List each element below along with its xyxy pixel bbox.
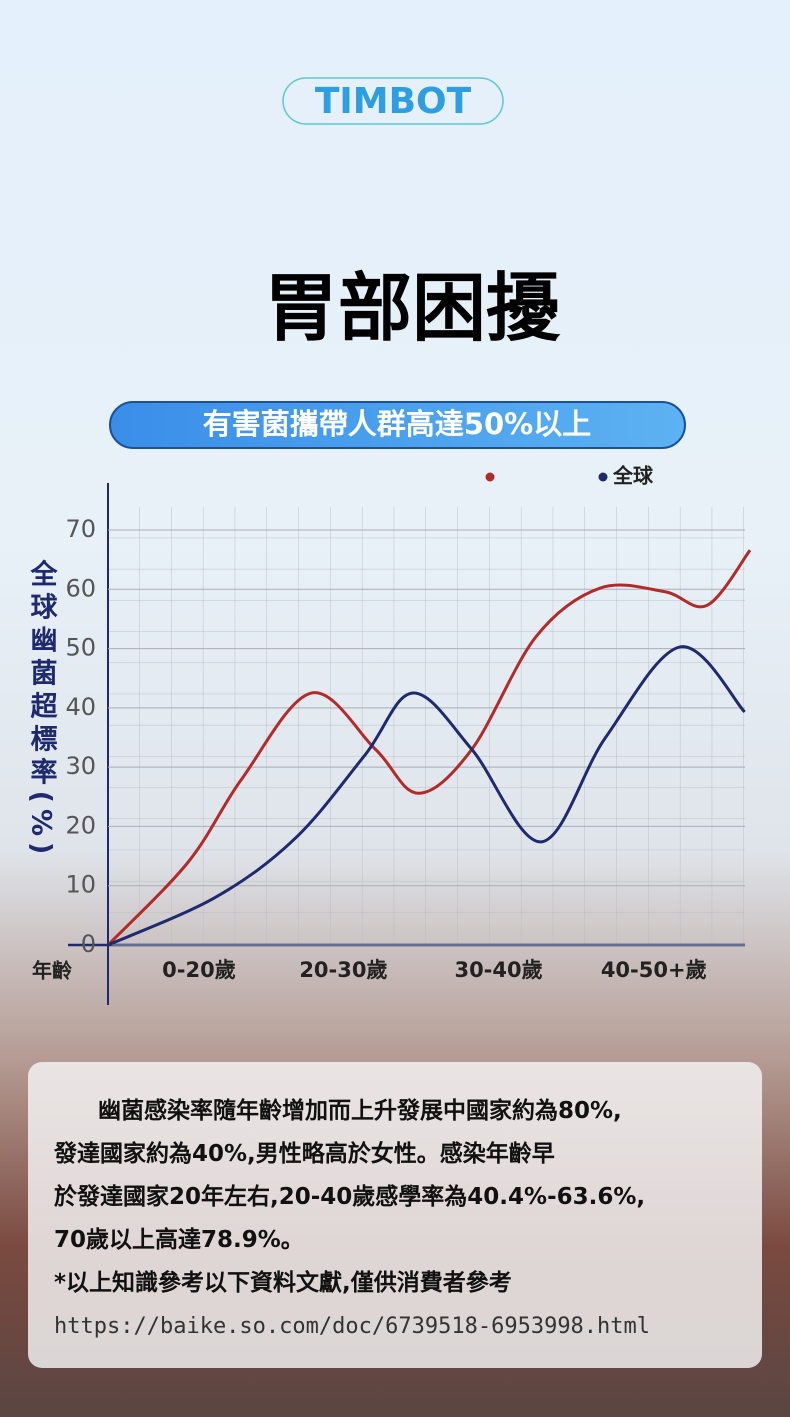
legend-label: 全球 <box>612 464 654 488</box>
x-tick-label: 30-40歲 <box>454 958 542 982</box>
y-tick-label: 40 <box>65 693 96 721</box>
note-url: https://baike.so.com/doc/6739518-6953998… <box>54 1314 651 1339</box>
banner: 有害菌攜帶人群高達50%以上 <box>203 407 591 441</box>
note-line: *以上知識參考以下資料文獻,僅供消費者參考 <box>54 1270 512 1296</box>
note-line: 70歲以上高達78.9%。 <box>54 1227 304 1253</box>
y-tick-label: 30 <box>65 752 96 780</box>
brand: TIMBOT <box>315 81 472 122</box>
y-tick-label: 20 <box>65 811 96 839</box>
brand-pill <box>282 77 504 125</box>
headline: 胃部困擾 <box>264 266 561 352</box>
y-tick-label: 60 <box>65 574 96 602</box>
y-tick-label: 50 <box>65 634 96 662</box>
line <box>107 645 746 947</box>
legend-swatch <box>598 472 608 482</box>
x-tick-label: 40-50+歲 <box>601 958 707 982</box>
note-line: 幽菌感染率隨年齡增加而上升發展中國家約為80%, <box>98 1098 622 1124</box>
y-tick-label: 10 <box>65 871 96 899</box>
x-tick-label: 0-20歲 <box>162 958 236 982</box>
note-box: 幽菌感染率隨年齡增加而上升發展中國家約為80%, 發達國家約為40%,男性略高於… <box>28 1062 762 1368</box>
y-tick-label: 70 <box>65 515 96 543</box>
x-axis-label: 年齡 <box>32 959 72 983</box>
y-axis-label: 全球幽菌超標率(%) <box>26 558 59 860</box>
note-line: 於發達國家20年左右,20-40歲感學率為40.4%-63.6%, <box>54 1184 646 1210</box>
legend-swatch <box>485 472 495 482</box>
line <box>106 549 752 947</box>
note-line: 發達國家約為40%,男性略高於女性。感染年齡早 <box>54 1141 555 1167</box>
y-tick-label: 0 <box>81 930 96 958</box>
x-tick-label: 20-30歲 <box>299 958 387 982</box>
banner-pill <box>109 401 686 449</box>
grid <box>108 507 745 945</box>
